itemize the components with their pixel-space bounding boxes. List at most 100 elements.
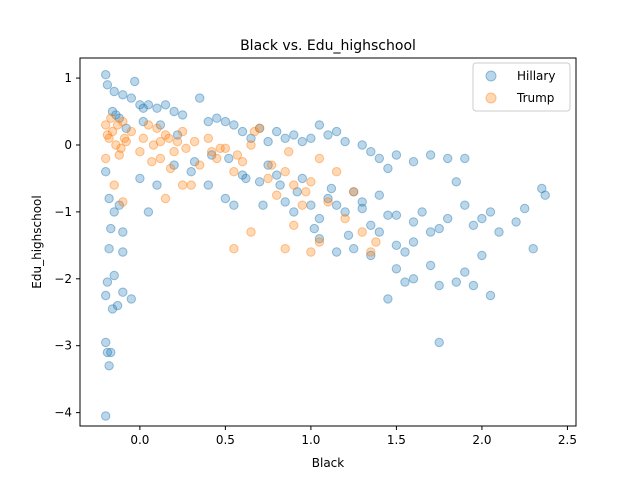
x-tick-label: 1.5 xyxy=(387,433,406,447)
point-trump-54 xyxy=(112,120,123,130)
point-hillary-14 xyxy=(203,116,214,127)
point-hillary-9 xyxy=(152,103,162,113)
point-hillary-116 xyxy=(314,234,325,244)
point-trump-46 xyxy=(246,227,256,237)
point-trump-59 xyxy=(155,136,166,147)
point-hillary-120 xyxy=(391,210,402,220)
legend-marker-trump xyxy=(485,92,497,104)
x-tick-label: 0.0 xyxy=(130,433,149,447)
point-trump-16 xyxy=(172,136,183,147)
point-hillary-123 xyxy=(343,230,354,241)
point-hillary-126 xyxy=(292,187,302,197)
point-hillary-24 xyxy=(289,130,299,140)
point-hillary-48 xyxy=(101,290,111,301)
point-hillary-77 xyxy=(323,193,333,204)
point-hillary-31 xyxy=(357,140,367,150)
y-axis-label: Edu_highschool xyxy=(30,195,44,288)
plot-area xyxy=(79,57,577,427)
point-trump-60 xyxy=(164,133,174,144)
point-trump-28 xyxy=(272,190,282,200)
point-hillary-40 xyxy=(101,167,111,177)
point-trump-34 xyxy=(323,197,333,207)
point-hillary-96 xyxy=(485,207,496,217)
point-hillary-2 xyxy=(109,86,119,97)
point-hillary-35 xyxy=(391,150,402,160)
point-hillary-59 xyxy=(118,247,128,257)
point-hillary-0 xyxy=(101,70,111,80)
point-trump-40 xyxy=(371,237,381,247)
point-hillary-83 xyxy=(374,227,384,237)
point-trump-55 xyxy=(119,133,130,144)
point-hillary-134 xyxy=(155,120,166,130)
point-hillary-87 xyxy=(408,237,419,247)
point-trump-11 xyxy=(152,123,162,134)
point-hillary-62 xyxy=(152,180,162,190)
y-tick-label: −1 xyxy=(54,205,72,219)
point-trump-62 xyxy=(189,136,200,147)
point-hillary-136 xyxy=(121,123,131,134)
point-trump-44 xyxy=(177,180,188,190)
point-hillary-81 xyxy=(357,203,367,214)
point-hillary-109 xyxy=(477,250,487,261)
point-hillary-37 xyxy=(425,150,436,160)
point-hillary-16 xyxy=(220,116,231,127)
point-hillary-12 xyxy=(177,110,188,120)
point-trump-9 xyxy=(143,120,154,130)
point-trump-1 xyxy=(104,133,114,144)
point-hillary-70 xyxy=(263,160,273,170)
point-hillary-6 xyxy=(135,100,145,110)
point-trump-48 xyxy=(289,220,299,231)
point-hillary-27 xyxy=(314,120,325,130)
point-hillary-72 xyxy=(280,197,290,207)
point-hillary-41 xyxy=(104,193,114,204)
point-trump-43 xyxy=(160,193,171,204)
point-hillary-36 xyxy=(408,157,419,167)
point-hillary-119 xyxy=(408,217,419,227)
point-hillary-33 xyxy=(374,153,384,164)
x-tick-label: 0.5 xyxy=(216,433,235,447)
point-hillary-43 xyxy=(114,200,125,210)
point-hillary-135 xyxy=(138,116,149,127)
point-hillary-8 xyxy=(143,100,154,110)
point-trump-6 xyxy=(121,136,131,147)
point-hillary-4 xyxy=(126,93,137,103)
point-trump-25 xyxy=(246,140,256,150)
point-hillary-61 xyxy=(143,207,154,217)
point-trump-37 xyxy=(349,187,359,197)
point-hillary-90 xyxy=(434,223,444,234)
point-trump-22 xyxy=(220,143,231,154)
point-hillary-122 xyxy=(357,197,367,207)
point-hillary-99 xyxy=(520,203,530,214)
point-hillary-94 xyxy=(468,220,479,231)
point-hillary-137 xyxy=(114,113,125,123)
chart-title: Black vs. Edu_highschool xyxy=(240,38,416,54)
point-hillary-110 xyxy=(391,264,402,274)
point-trump-14 xyxy=(165,163,176,174)
point-hillary-66 xyxy=(220,193,231,204)
point-hillary-23 xyxy=(280,133,290,144)
point-trump-36 xyxy=(340,213,350,224)
point-hillary-113 xyxy=(366,250,376,261)
point-trump-21 xyxy=(212,153,222,164)
point-hillary-60 xyxy=(135,173,145,184)
axes-frame xyxy=(79,57,577,427)
point-hillary-103 xyxy=(408,274,419,284)
point-trump-30 xyxy=(289,180,299,190)
point-trump-20 xyxy=(203,133,214,144)
point-hillary-17 xyxy=(229,120,239,130)
legend-label-hillary: Hillary xyxy=(517,69,555,83)
point-hillary-7 xyxy=(138,103,149,113)
point-hillary-139 xyxy=(107,106,118,117)
point-hillary-91 xyxy=(443,213,453,224)
y-tick-label: −4 xyxy=(54,406,72,420)
point-hillary-28 xyxy=(323,130,333,140)
point-trump-32 xyxy=(306,177,316,187)
point-hillary-127 xyxy=(275,180,285,190)
point-hillary-104 xyxy=(425,260,436,271)
point-hillary-73 xyxy=(289,207,299,217)
point-hillary-131 xyxy=(207,150,217,160)
point-trump-35 xyxy=(331,167,342,177)
point-trump-39 xyxy=(366,247,376,257)
point-hillary-79 xyxy=(340,207,350,217)
y-tick-label: 0 xyxy=(64,138,72,152)
